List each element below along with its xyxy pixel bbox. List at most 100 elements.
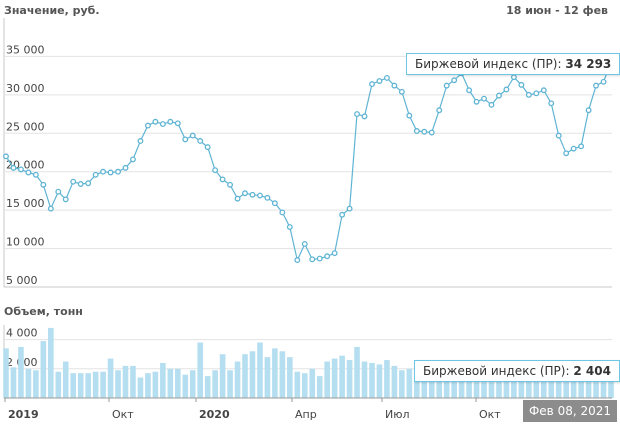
- volume-bar: [10, 367, 17, 398]
- volume-bar: [204, 376, 211, 398]
- price-data-point: [316, 255, 323, 262]
- x-axis-label: Июл: [385, 408, 410, 421]
- price-series-line: [5, 61, 612, 262]
- volume-bar: [227, 370, 233, 398]
- price-data-point: [570, 145, 577, 152]
- price-y-tick-label: 25 000: [6, 120, 45, 133]
- volume-y-tick-label: 4 000: [6, 327, 38, 340]
- price-data-point: [25, 169, 32, 176]
- volume-bar: [339, 355, 345, 398]
- volume-bar: [309, 368, 316, 398]
- volume-bar: [242, 354, 248, 398]
- volume-bar: [85, 373, 91, 398]
- volume-bar: [152, 371, 159, 398]
- volume-bar: [384, 360, 390, 398]
- price-data-point: [301, 241, 308, 247]
- price-data-point: [271, 200, 278, 207]
- price-chart-title: Значение, руб.: [4, 4, 100, 17]
- price-data-point: [189, 132, 196, 139]
- price-data-point: [3, 153, 9, 160]
- price-data-point: [227, 181, 234, 188]
- price-data-point: [182, 136, 189, 143]
- price-data-point: [242, 190, 248, 197]
- price-data-point: [339, 211, 346, 218]
- volume-chart-title: Объем, тонн: [4, 305, 83, 318]
- date-badge: Фев 08, 2021: [523, 400, 617, 422]
- volume-bar: [257, 342, 263, 398]
- price-data-point: [555, 132, 562, 139]
- price-data-point: [369, 81, 375, 88]
- volume-bar: [376, 364, 383, 398]
- price-data-point: [443, 82, 450, 89]
- price-data-point: [376, 78, 383, 84]
- price-data-point: [77, 181, 84, 187]
- volume-bar: [18, 346, 24, 398]
- price-data-point: [391, 82, 398, 89]
- price-data-point: [466, 87, 473, 94]
- x-axis-label: Апр: [295, 408, 317, 421]
- price-data-point: [70, 178, 77, 185]
- volume-bar: [40, 341, 47, 398]
- price-data-point: [406, 112, 413, 119]
- volume-bar: [301, 373, 308, 398]
- x-axis-label: Окт: [479, 408, 501, 421]
- volume-bar: [406, 368, 413, 398]
- price-data-point: [585, 107, 592, 114]
- price-data-point: [413, 128, 420, 134]
- volume-bar: [48, 327, 54, 398]
- price-data-point: [533, 90, 540, 97]
- price-data-point: [525, 91, 532, 98]
- volume-bar: [212, 370, 218, 398]
- price-data-point: [212, 167, 219, 174]
- price-data-point: [174, 120, 181, 127]
- volume-bar: [137, 377, 144, 398]
- price-y-tick-label: 30 000: [6, 82, 45, 95]
- volume-bar: [77, 373, 84, 398]
- volume-bar: [294, 371, 301, 398]
- volume-bar: [264, 357, 271, 398]
- price-data-point: [152, 118, 159, 125]
- price-data-point: [159, 121, 166, 128]
- volume-bar: [219, 354, 226, 398]
- price-data-point: [578, 143, 585, 150]
- price-data-point: [421, 128, 428, 135]
- price-data-point: [47, 205, 54, 212]
- volume-bar: [316, 376, 323, 398]
- x-axis-label: Окт: [112, 408, 134, 421]
- volume-bar: [197, 342, 203, 398]
- price-data-point: [346, 205, 353, 212]
- volume-bar: [399, 370, 405, 398]
- volume-bar: [331, 358, 338, 398]
- volume-bar: [3, 348, 9, 398]
- price-data-point: [510, 74, 517, 81]
- volume-bar: [272, 348, 278, 398]
- volume-bar: [122, 365, 129, 398]
- price-data-point: [234, 195, 241, 202]
- volume-bar: [346, 360, 353, 398]
- price-data-point: [219, 176, 226, 183]
- volume-bar: [324, 361, 330, 398]
- price-data-point: [436, 107, 443, 114]
- volume-bar: [428, 368, 435, 398]
- price-data-point: [503, 86, 510, 93]
- volume-bar: [100, 371, 106, 398]
- price-data-point: [361, 113, 368, 120]
- price-data-point: [354, 111, 360, 118]
- price-data-point: [197, 138, 204, 144]
- price-data-point: [398, 88, 405, 95]
- volume-bar: [25, 368, 32, 398]
- volume-bar: [70, 373, 77, 398]
- price-data-point: [144, 122, 151, 129]
- price-data-point: [167, 118, 174, 125]
- volume-bar: [182, 374, 189, 398]
- price-data-point: [279, 209, 286, 216]
- price-data-point: [115, 168, 121, 175]
- volume-bar: [107, 358, 114, 398]
- volume-tooltip-label: Биржевой индекс (ПР):: [423, 364, 570, 378]
- price-tooltip: Биржевой индекс (ПР): 34 293: [406, 53, 620, 75]
- volume-bar: [115, 370, 121, 398]
- price-data-point: [264, 194, 271, 201]
- date-range[interactable]: 18 июн - 12 фев: [506, 4, 608, 17]
- price-data-point: [100, 168, 107, 175]
- volume-bar: [55, 371, 62, 398]
